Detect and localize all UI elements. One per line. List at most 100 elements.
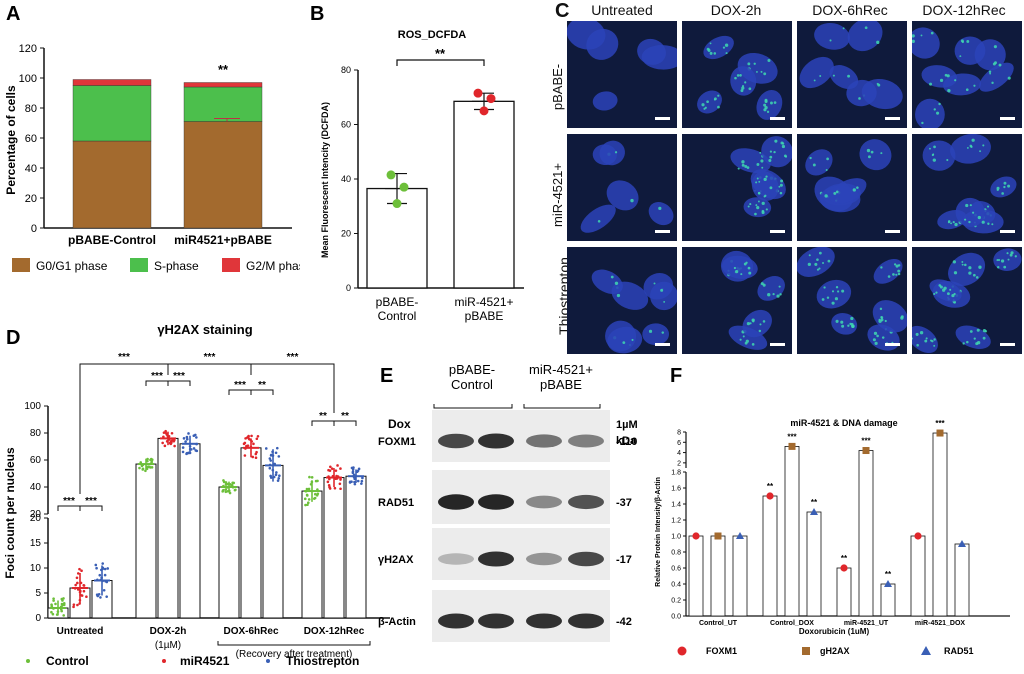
d-point [185, 435, 189, 439]
panel-a-legend: G0/G1 phase S-phase G2/M phase [12, 258, 300, 273]
micrograph-image [912, 27, 1015, 128]
foci [769, 150, 773, 153]
d-point [146, 457, 149, 461]
d-point [82, 589, 86, 593]
foci [762, 320, 766, 323]
panel-b-significance: ** [435, 46, 446, 61]
d-point [50, 610, 53, 614]
d-point [264, 447, 268, 450]
nucleus [915, 98, 945, 128]
panel-d-ylabel: Foci count per nucleus [3, 447, 17, 579]
foci [809, 156, 812, 160]
foci [1007, 184, 1011, 188]
f-ytick-label: 0.4 [671, 582, 681, 589]
d-bar-2-3 [345, 475, 367, 619]
d-point [351, 471, 355, 475]
foci [965, 203, 969, 208]
e-group-label-mir4521: miR-4521+ pBABE [529, 362, 593, 392]
nucleus [703, 35, 734, 60]
nucleus [730, 148, 771, 174]
d-point [316, 492, 320, 496]
foci [658, 206, 662, 210]
a-ytick-label: 60 [25, 133, 37, 145]
panel-b-label: B [310, 3, 324, 25]
foci [966, 340, 969, 344]
d-bar-2-2 [262, 464, 284, 619]
foci [764, 194, 767, 197]
foci [972, 273, 976, 277]
foci [717, 94, 720, 97]
d-point [172, 439, 176, 443]
legend-dot-control [26, 659, 30, 663]
nucleus [591, 269, 623, 295]
foci [706, 47, 710, 51]
foci [758, 180, 761, 183]
d-point [306, 501, 310, 505]
panel-b-axes: 0 20 40 60 80 pBABE-Control miR-4521+ pBABE [341, 65, 524, 323]
foci [774, 139, 778, 143]
a-ytick-label: 100 [19, 73, 37, 85]
foci [770, 101, 773, 105]
foci [925, 337, 928, 340]
d-point [82, 583, 85, 587]
micrograph-image [697, 35, 785, 120]
foci [847, 324, 850, 327]
foci [987, 222, 990, 225]
panel-c: C Untreated DOX-2h DOX-6hRec DOX-12hRec [555, 0, 1024, 360]
d-point [72, 603, 76, 606]
legend-swatch-s [130, 258, 148, 272]
e-kda-marker: -17 [616, 554, 632, 566]
d-point [316, 479, 319, 483]
foci [921, 121, 924, 125]
foci [757, 200, 760, 203]
f-bar-0-1 [762, 495, 778, 617]
foci [881, 336, 885, 339]
nucleus [697, 90, 722, 114]
d-point [304, 503, 307, 507]
d-point [269, 474, 272, 478]
foci [929, 339, 933, 342]
foci [969, 330, 973, 333]
foci [975, 276, 979, 279]
d-point [256, 435, 260, 438]
f-category-label: miR-4521_DOX [915, 620, 966, 627]
nucleus [912, 325, 938, 354]
d-point [250, 434, 253, 438]
f-bar-2-3 [954, 543, 970, 617]
foci [870, 150, 874, 154]
f-bar-1-0 [710, 535, 726, 617]
d-point [247, 435, 250, 439]
foci [760, 70, 763, 73]
foci [953, 300, 957, 304]
foci [648, 329, 653, 333]
col-header-untreated: Untreated [591, 2, 653, 18]
foci [764, 99, 768, 104]
nucleus [816, 279, 852, 309]
micrograph-r0-c1 [682, 21, 792, 128]
foci [754, 212, 757, 216]
f-marker-gh2ax [714, 532, 722, 540]
d-category-label: Untreated [57, 626, 104, 637]
legend-g0g1: G0/G1 phase [36, 259, 108, 273]
foci [946, 292, 950, 296]
foci [701, 103, 705, 107]
d-point [149, 458, 152, 462]
f-ytick-label: 1.4 [671, 502, 681, 509]
f-bar-1-1 [784, 446, 800, 617]
d-point [50, 603, 53, 606]
micrograph-image [922, 134, 1017, 234]
foci [973, 84, 976, 87]
e-band [526, 552, 562, 566]
foci [954, 79, 957, 82]
d-sig-label: ** [319, 411, 327, 422]
e-protein-label: β-Actin [378, 616, 416, 628]
micrograph-image [580, 140, 674, 233]
foci [867, 155, 871, 159]
d-point [75, 576, 79, 580]
foci [739, 338, 742, 341]
e-band [568, 613, 604, 629]
legend-foxm1: FOXM1 [706, 646, 737, 656]
foci [747, 266, 751, 270]
f-ytick-label: 4 [677, 450, 681, 457]
f-ytick-label: 1.8 [671, 470, 681, 477]
